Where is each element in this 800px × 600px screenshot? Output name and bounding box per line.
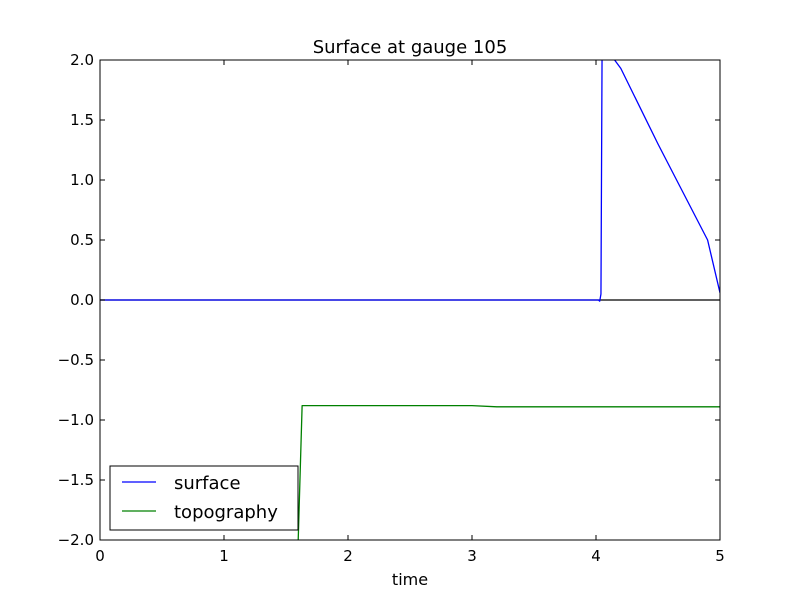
y-tick-label: −1.5 [58, 471, 94, 489]
legend-label-surface: surface [174, 473, 241, 494]
y-tick-label: 0.5 [70, 231, 94, 249]
x-tick-label: 3 [467, 547, 477, 565]
legend: surface topography [109, 465, 299, 531]
chart-title: Surface at gauge 105 [313, 37, 508, 58]
y-tick-label: 0.0 [70, 291, 94, 309]
series-line-topography [297, 404, 720, 540]
y-tick-label: −0.5 [58, 351, 94, 369]
y-tick-label: −1.0 [58, 411, 94, 429]
x-tick-label: 2 [343, 547, 353, 565]
x-tick-label: 5 [715, 547, 725, 565]
x-tick-label: 0 [95, 547, 105, 565]
x-axis-label: time [392, 570, 428, 589]
y-tick-label: 1.0 [70, 171, 94, 189]
legend-box [109, 465, 299, 531]
plot-frame [99, 59, 721, 541]
legend-label-topography: topography [174, 502, 278, 523]
series-line-surface [100, 60, 720, 302]
y-tick-label: 1.5 [70, 111, 94, 129]
x-tick-label: 1 [219, 547, 229, 565]
y-tick-label: −2.0 [58, 531, 94, 549]
y-tick-label: 2.0 [70, 51, 94, 69]
x-tick-label: 4 [591, 547, 601, 565]
